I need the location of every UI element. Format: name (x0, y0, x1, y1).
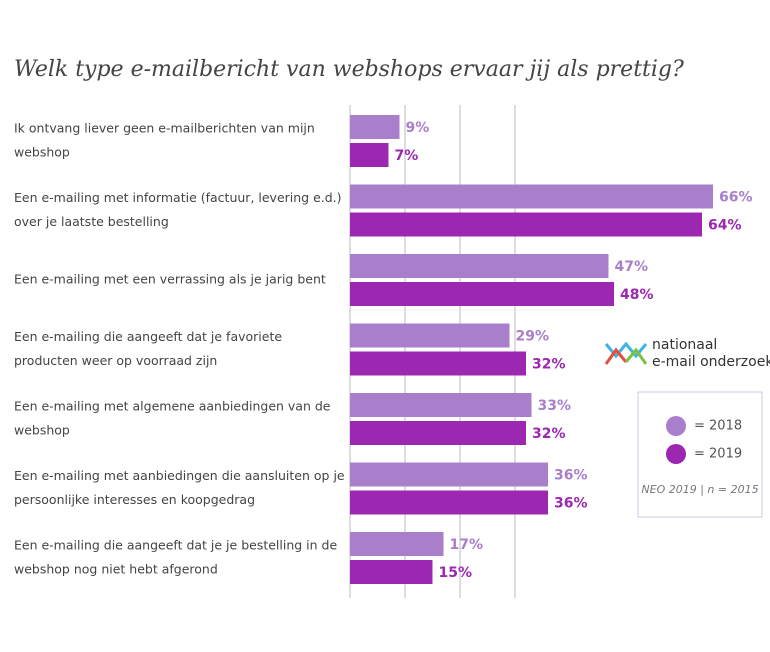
legend-label: = 2018 (694, 419, 742, 434)
value-label: 36% (554, 468, 588, 484)
value-label: 7% (395, 148, 419, 164)
value-label: 48% (620, 287, 654, 303)
category-label: Een e-mailing met informatie (factuur, l… (14, 190, 342, 205)
bar (350, 421, 526, 445)
logo-icon (604, 341, 648, 359)
legend-label: = 2019 (694, 447, 742, 462)
bar (350, 254, 609, 278)
logo-text: e-mail onderzoek (652, 354, 770, 370)
category-label: Een e-mailing met algemene aanbiedingen … (14, 399, 331, 414)
category-label: Een e-mailing die aangeeft dat je favori… (14, 329, 282, 344)
bar (350, 490, 548, 515)
bar (350, 282, 614, 306)
legend-swatch (666, 416, 686, 436)
value-label: 33% (538, 398, 572, 414)
bar (350, 532, 444, 556)
value-label: 32% (532, 426, 566, 442)
category-label: producten weer op voorraad zijn (14, 353, 217, 368)
category-label: Een e-mailing met aanbiedingen die aansl… (14, 468, 345, 483)
bar (350, 462, 548, 487)
category-label: persoonlijke interesses en koopgedrag (14, 492, 255, 507)
value-label: 64% (708, 218, 742, 234)
bar (350, 323, 510, 348)
category-label: webshop (14, 145, 70, 160)
logo-icon (604, 347, 628, 365)
logo-icon (624, 347, 648, 365)
bar (350, 560, 433, 584)
legend-swatch (666, 444, 686, 464)
value-label: 47% (615, 259, 649, 275)
logo-text: nationaal (652, 337, 717, 353)
bar (350, 115, 400, 139)
bar (350, 212, 702, 237)
category-label: Een e-mailing die aangeeft dat je je bes… (14, 538, 337, 553)
source: NEO 2019 | n = 2015 (641, 483, 758, 496)
legend-box (637, 391, 763, 518)
bar (350, 393, 532, 417)
bar (350, 143, 389, 167)
bar (350, 351, 526, 376)
chart-title: Welk type e-mailbericht van webshops erv… (14, 57, 684, 82)
category-label: Een e-mailing met een verrassing als je … (14, 272, 326, 287)
value-label: 15% (439, 565, 473, 581)
value-label: 29% (516, 329, 550, 345)
category-label: webshop nog niet hebt afgerond (14, 562, 218, 577)
bar (350, 184, 713, 209)
value-label: 32% (532, 357, 566, 373)
value-label: 66% (719, 190, 753, 206)
category-label: over je laatste bestelling (14, 214, 169, 229)
value-label: 36% (554, 496, 588, 512)
value-label: 17% (450, 537, 484, 553)
category-label: Ik ontvang liever geen e-mailberichten v… (14, 121, 315, 136)
category-label: webshop (14, 423, 70, 438)
value-label: 9% (406, 120, 430, 136)
